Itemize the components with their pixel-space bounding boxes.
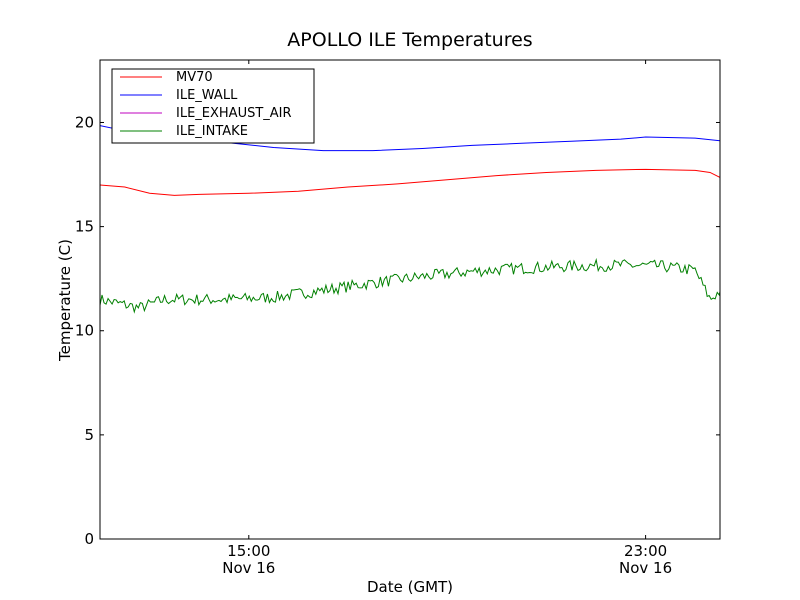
legend-label: ILE_INTAKE — [176, 124, 248, 139]
y-tick-label: 0 — [84, 530, 94, 548]
x-tick-time-label: 23:00 — [624, 542, 667, 560]
x-tick-date-label: Nov 16 — [222, 559, 275, 577]
series-line-ile-intake — [100, 257, 720, 314]
legend-label: MV70 — [176, 70, 213, 85]
series-line-mv70 — [100, 168, 720, 196]
legend: MV70 ILE_WALL ILE_EXHAUST_AIR ILE_INTAKE — [111, 68, 315, 144]
series-line-ile-wall — [100, 125, 720, 152]
legend-label: ILE_EXHAUST_AIR — [176, 106, 292, 121]
series-layer — [100, 125, 720, 314]
y-tick-label: 5 — [84, 426, 94, 444]
y-axis-label: Temperature (C) — [56, 239, 74, 362]
y-axis: 0 5 10 15 20 — [75, 113, 720, 548]
legend-label: ILE_WALL — [176, 88, 238, 103]
y-tick-label: 10 — [75, 322, 94, 340]
x-axis-label: Date (GMT) — [367, 578, 453, 596]
y-tick-label: 20 — [75, 113, 94, 131]
y-tick-label: 15 — [75, 218, 94, 236]
plot-frame — [99, 59, 721, 540]
x-tick-time-label: 15:00 — [227, 542, 270, 560]
x-tick-date-label: Nov 16 — [619, 559, 672, 577]
chart-title: APOLLO ILE Temperatures — [287, 29, 532, 51]
